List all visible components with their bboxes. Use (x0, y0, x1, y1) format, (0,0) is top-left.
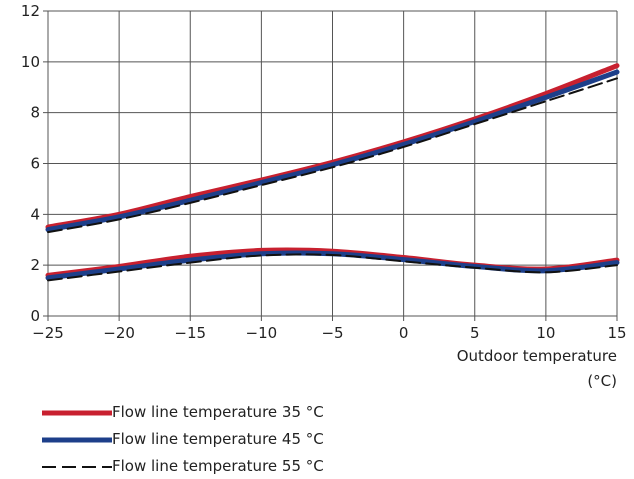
legend-label-45: Flow line temperature 45 °C (112, 429, 324, 448)
chart: −25 −20 −15 −10 −5 0 5 10 15 0 2 4 6 8 10 12 Outdoor te… (21, 2, 627, 390)
legend-label-35: Flow line temperature 35 °C (112, 402, 324, 421)
x-tick-label: −20 (103, 324, 135, 342)
y-tick-label: 12 (21, 2, 40, 20)
y-tick-label: 8 (30, 104, 40, 122)
series-line-2-1 (47, 253, 618, 282)
x-tick-label: −15 (174, 324, 206, 342)
series-line-2-0 (47, 77, 618, 234)
legend-item-45: Flow line temperature 45 °C (40, 425, 324, 452)
y-tick-label: 4 (30, 205, 40, 223)
legend-swatch-55 (40, 459, 112, 473)
legend-label-55: Flow line temperature 55 °C (112, 456, 324, 475)
x-tick-label: 5 (470, 324, 480, 342)
y-tick-label: 10 (21, 53, 40, 71)
x-tick-label: −25 (32, 324, 64, 342)
x-tick-label: 0 (399, 324, 409, 342)
legend-swatch-45 (40, 432, 112, 446)
y-tick-label: 0 (30, 307, 40, 325)
x-axis-unit: (°C) (587, 372, 617, 390)
series-line-1-0 (45, 69, 620, 233)
tick-labels: −25 −20 −15 −10 −5 0 5 10 15 0 2 4 6 8 10 12 (21, 2, 627, 342)
y-tick-label: 6 (30, 155, 40, 173)
series-lines (45, 63, 620, 282)
x-tick-label: 10 (536, 324, 555, 342)
legend-item-35: Flow line temperature 35 °C (40, 398, 324, 425)
legend-swatch-35 (40, 405, 112, 419)
x-tick-label: 15 (607, 324, 626, 342)
x-axis-label: Outdoor temperature (457, 347, 617, 365)
x-tick-label: −5 (321, 324, 343, 342)
series-line-1-1 (45, 250, 620, 281)
legend-item-55: Flow line temperature 55 °C (40, 452, 324, 479)
x-tick-label: −10 (246, 324, 278, 342)
legend: Flow line temperature 35 °C Flow line te… (40, 398, 324, 479)
y-tick-label: 2 (30, 256, 40, 274)
